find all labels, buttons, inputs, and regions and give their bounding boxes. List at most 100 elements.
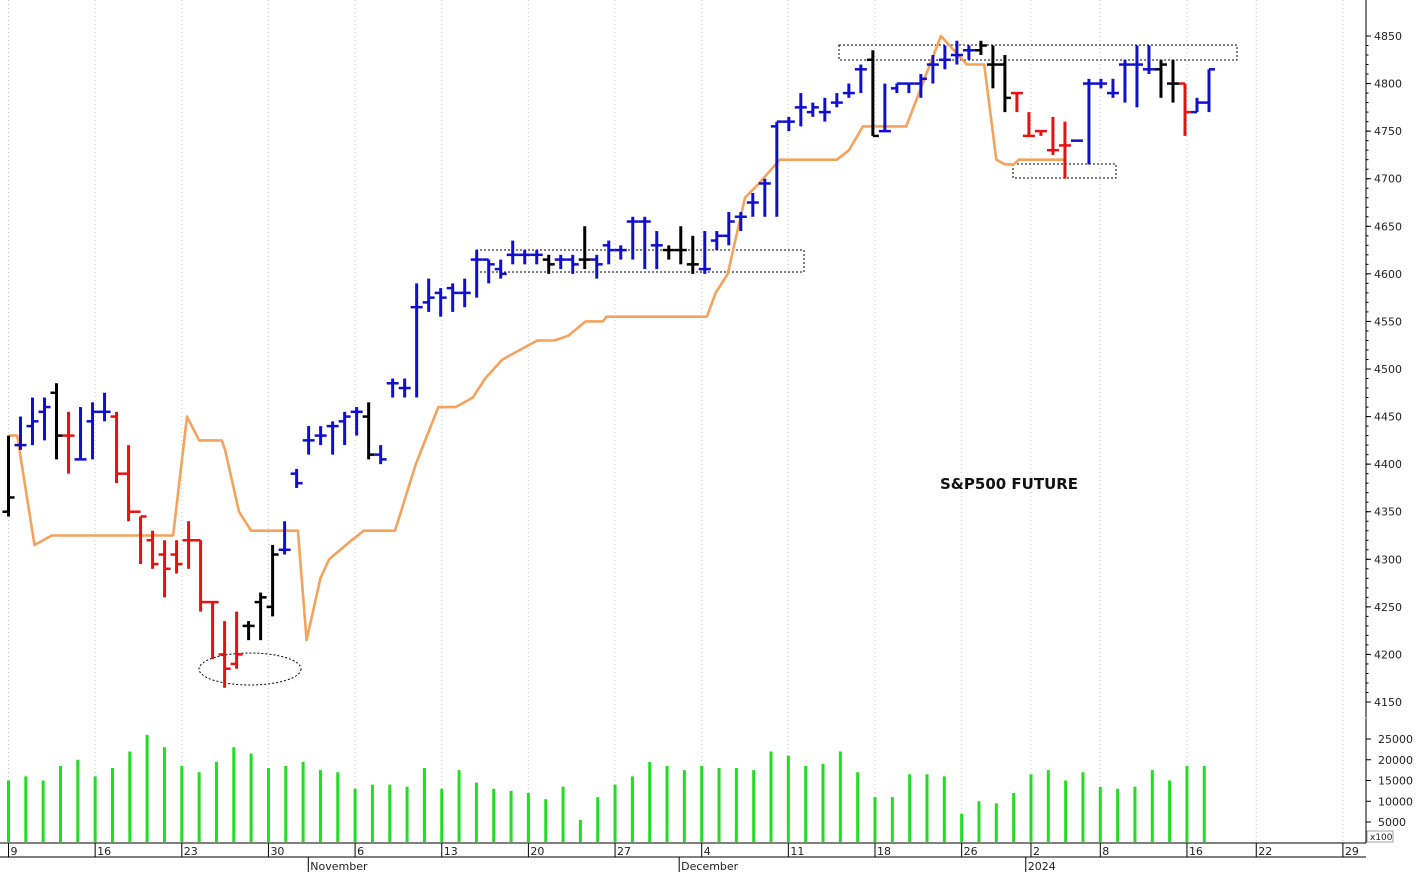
price-tick-label: 4150 <box>1374 696 1402 709</box>
day-tick-label: 6 <box>357 845 364 858</box>
day-tick-label: 23 <box>184 845 198 858</box>
volume-tick-label: 5000 <box>1378 816 1406 829</box>
ohlc-bar <box>614 245 627 260</box>
ohlc-bar <box>938 45 951 70</box>
ohlc-bar <box>194 539 207 612</box>
ohlc-bar <box>398 378 411 398</box>
ohlc-bar <box>1106 78 1119 98</box>
ohlc-bar <box>1082 78 1095 165</box>
ohlc-bar <box>38 397 51 441</box>
ohlc-bar <box>50 383 63 460</box>
ohlc-bar <box>14 416 27 450</box>
ohlc-bar <box>230 611 243 669</box>
ohlc-bar <box>1166 59 1179 103</box>
ohlc-bar <box>590 254 603 279</box>
ohlc-bar <box>626 216 639 260</box>
ohlc-bar <box>698 231 711 274</box>
ohlc-bar <box>458 278 471 308</box>
day-tick-label: 4 <box>704 845 711 858</box>
day-tick-label: 11 <box>790 845 804 858</box>
ohlc-bar <box>770 120 783 217</box>
chart-title: S&P500 FUTURE <box>940 475 1078 493</box>
ohlc-bar <box>158 540 171 598</box>
price-tick-label: 4650 <box>1374 220 1402 233</box>
day-tick-label: 30 <box>270 845 284 858</box>
ohlc-bar <box>74 407 87 461</box>
ohlc-bar <box>950 40 963 65</box>
day-tick-label: 13 <box>444 845 458 858</box>
ohlc-bar <box>902 82 915 94</box>
price-tick-label: 4700 <box>1374 173 1402 186</box>
ohlc-bar <box>386 378 399 398</box>
ohlc-bar <box>926 55 939 84</box>
ohlc-bar <box>1178 82 1191 136</box>
price-tick-label: 4400 <box>1374 458 1402 471</box>
ohlc-bar <box>182 521 195 569</box>
price-tick-label: 4200 <box>1374 648 1402 661</box>
ohlc-bar <box>830 93 843 108</box>
ohlc-bar <box>98 392 111 422</box>
ohlc-bar <box>434 288 447 317</box>
ohlc-bar <box>206 600 219 660</box>
price-tick-label: 4850 <box>1374 30 1402 43</box>
ohlc-bar <box>470 250 483 298</box>
ohlc-bar <box>710 231 723 251</box>
ohlc-bar <box>974 40 987 56</box>
stop-line <box>8 34 1066 642</box>
ohlc-bar <box>242 621 255 641</box>
month-label: November <box>310 860 368 872</box>
ohlc-bar <box>674 226 687 265</box>
ohlc-bar <box>86 402 99 460</box>
price-tick-label: 4300 <box>1374 553 1402 566</box>
ohlc-bar <box>662 245 675 260</box>
ohlc-bar <box>326 421 339 455</box>
day-tick-label: 9 <box>11 845 18 858</box>
ohlc-bar <box>1046 116 1059 155</box>
ohlc-bar <box>218 621 231 688</box>
price-tick-label: 4500 <box>1374 363 1402 376</box>
ohlc-bar <box>890 82 903 94</box>
ohlc-bar <box>1118 59 1131 103</box>
day-tick-label: 29 <box>1345 845 1359 858</box>
ohlc-bar <box>650 231 663 270</box>
ohlc-bar <box>566 254 579 274</box>
ohlc-bar <box>686 235 699 274</box>
ohlc-bar <box>806 102 819 117</box>
ohlc-bar <box>1034 129 1047 136</box>
price-tick-label: 4450 <box>1374 411 1402 424</box>
ohlc-bar <box>878 83 891 133</box>
day-tick-label: 18 <box>877 845 891 858</box>
ohlc-bar <box>722 212 735 246</box>
price-tick-label: 4800 <box>1374 78 1402 91</box>
day-tick-label: 20 <box>530 845 544 858</box>
ohlc-bar <box>122 445 135 522</box>
ohlc-bar <box>746 192 759 217</box>
ohlc-bar <box>302 426 315 455</box>
low-ellipse <box>198 652 302 686</box>
ohlc-bar <box>542 254 555 274</box>
ohlc-bar <box>170 540 183 574</box>
ohlc-bar <box>1058 121 1071 179</box>
ohlc-bar <box>1154 59 1167 98</box>
price-tick-label: 4250 <box>1374 601 1402 614</box>
ohlc-bar <box>350 407 363 436</box>
day-tick-label: 16 <box>97 845 111 858</box>
resistance-box-upper <box>838 44 1238 61</box>
volume-multiplier-label: x100 <box>1370 833 1393 843</box>
volume-tick-label: 10000 <box>1378 795 1413 808</box>
day-tick-label: 26 <box>964 845 978 858</box>
ohlc-bar <box>266 545 279 617</box>
ohlc-bar <box>134 510 147 565</box>
ohlc-bar <box>518 250 531 265</box>
ohlc-bar <box>26 397 39 446</box>
month-label: December <box>681 860 739 872</box>
volume-tick-label: 20000 <box>1378 754 1413 767</box>
ohlc-bar <box>146 530 159 569</box>
ohlc-bar <box>602 240 615 265</box>
volume-multiplier-box <box>1366 830 1394 843</box>
ohlc-bar <box>314 426 327 446</box>
ohlc-bar <box>278 521 291 555</box>
ohlc-bar <box>482 258 495 284</box>
